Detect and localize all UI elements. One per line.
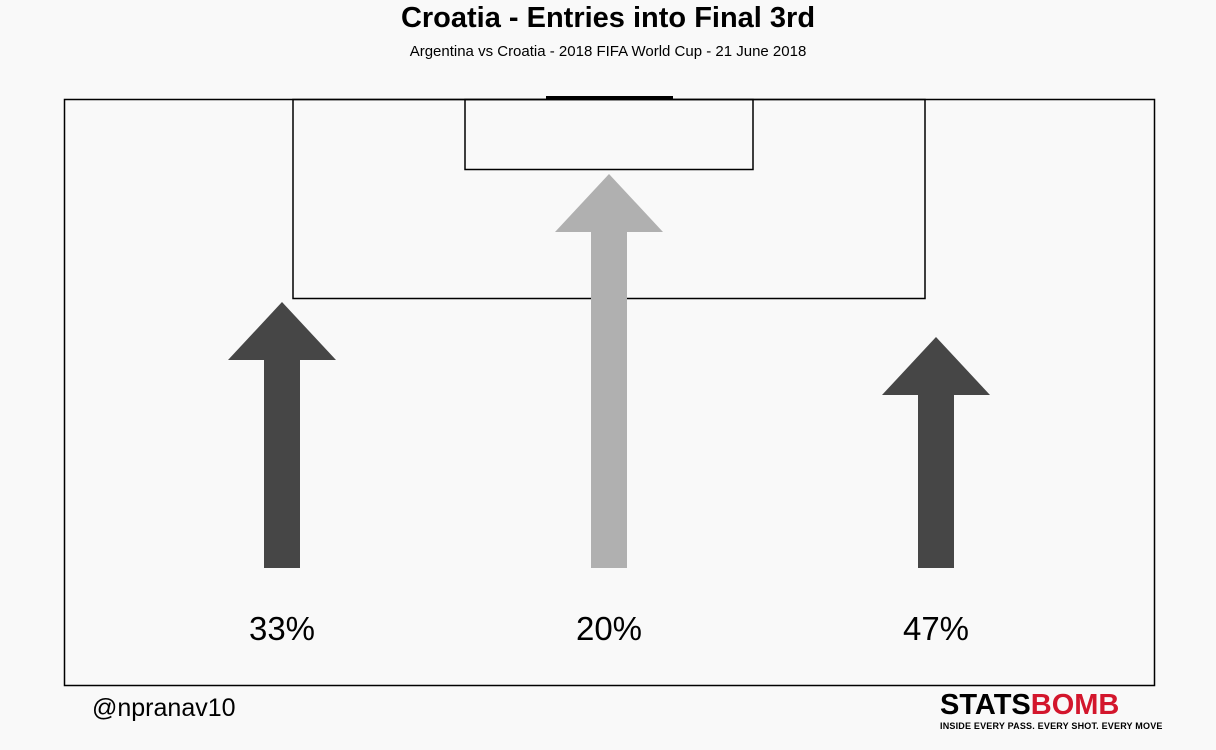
statsbomb-logo: STATSBOMB INSIDE EVERY PASS. EVERY SHOT.… (940, 690, 1163, 731)
chart-subtitle: Argentina vs Croatia - 2018 FIFA World C… (409, 43, 807, 60)
logo-tagline: INSIDE EVERY PASS. EVERY SHOT. EVERY MOV… (940, 721, 1163, 731)
six-yard-box (464, 98, 754, 171)
author-handle: @npranav10 (92, 694, 236, 722)
value-label-left: 33% (249, 610, 315, 647)
chart-title: Croatia - Entries into Final 3rd (400, 2, 816, 34)
arrow-head-left (228, 302, 336, 360)
labels-group: 33% 20% 47% (249, 610, 969, 647)
arrow-head-right (882, 337, 990, 395)
logo-word-bomb: BOMB (1030, 689, 1120, 721)
arrow-head-centre (555, 174, 663, 232)
logo-word-stats: STATS (940, 689, 1031, 721)
value-label-right: 47% (903, 610, 969, 647)
value-label-centre: 20% (576, 610, 642, 647)
logo-wordmark: STATSBOMB (940, 690, 1154, 720)
arrow-shaft-centre (591, 232, 627, 568)
arrow-shaft-left (264, 360, 300, 568)
arrow-shaft-right (918, 395, 954, 568)
arrows-group (228, 174, 990, 568)
